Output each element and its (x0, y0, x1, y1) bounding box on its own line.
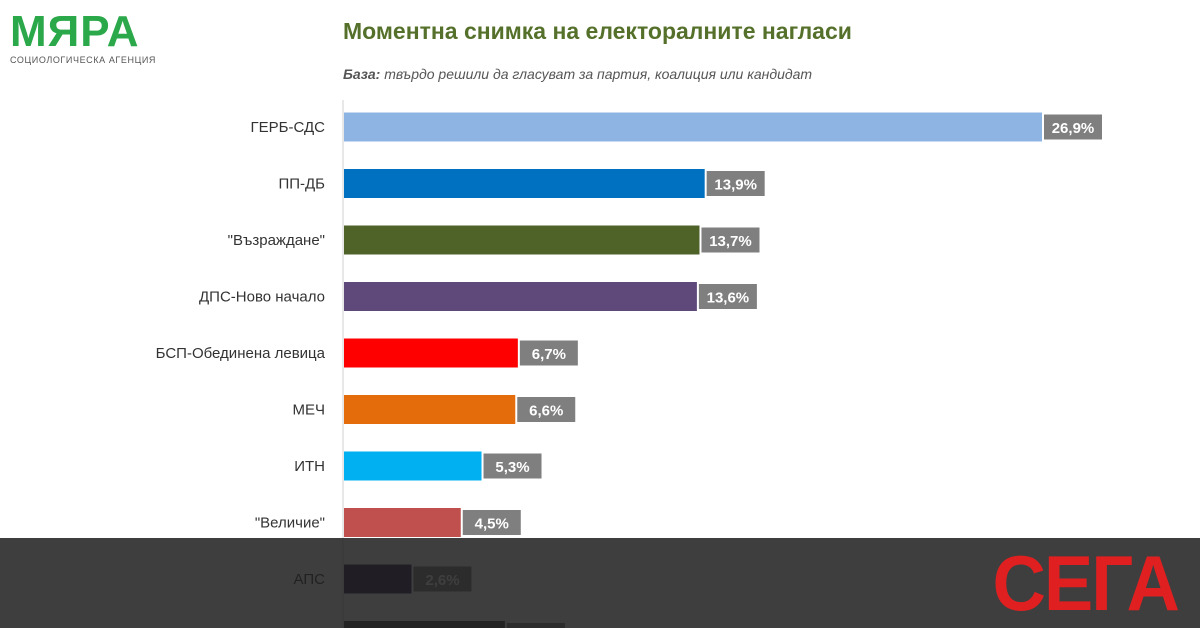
bar (344, 508, 461, 537)
myara-logo: МЯРА СОЦИОЛОГИЧЕСКА АГЕНЦИЯ (10, 7, 157, 66)
value-label-box (1044, 114, 1102, 140)
value-label-box (483, 453, 542, 479)
value-label: 4,5% (475, 516, 509, 533)
category-label: ДПС-Ново начало (199, 289, 325, 306)
category-label: "Величие" (255, 515, 325, 532)
value-label-box (462, 510, 521, 535)
logo-tagline: СОЦИОЛОГИЧЕСКА АГЕНЦИЯ (10, 55, 157, 65)
value-label: 13,7% (709, 233, 752, 250)
dark-overlay-band (0, 538, 1200, 628)
value-label-box (519, 340, 578, 366)
category-label: "Възраждане" (228, 232, 325, 249)
category-label: ГЕРБ-СДС (251, 119, 326, 136)
sega-logo: СЕГА (992, 539, 1180, 628)
value-label: 13,6% (707, 290, 750, 307)
value-label: 6,6% (529, 403, 563, 420)
value-label: 26,9% (1052, 120, 1095, 137)
logo-name: МЯРА (10, 7, 140, 56)
value-label-box (706, 171, 765, 196)
bar (344, 451, 482, 481)
value-label: 5,3% (495, 459, 529, 476)
value-label-box (517, 397, 576, 422)
subtitle-label: База: (343, 66, 381, 82)
bar (344, 112, 1042, 142)
bar (344, 338, 518, 368)
bar (344, 395, 516, 424)
bar (344, 282, 697, 311)
bar (344, 225, 700, 255)
category-label: БСП-Обединена левица (156, 345, 326, 362)
value-label-box (698, 284, 757, 309)
category-label: ИТН (294, 458, 325, 475)
chart-title: Моментна снимка на електоралните нагласи (343, 18, 852, 44)
value-label-box (701, 227, 760, 253)
subtitle-text: твърдо решили да гласуват за партия, коа… (384, 66, 813, 82)
value-label: 13,9% (714, 177, 757, 194)
chart-subtitle: База: твърдо решили да гласуват за парти… (343, 66, 812, 82)
category-label: МЕЧ (293, 402, 326, 419)
bar (344, 169, 705, 198)
value-label: 6,7% (532, 346, 566, 363)
category-label: ПП-ДБ (278, 176, 325, 193)
